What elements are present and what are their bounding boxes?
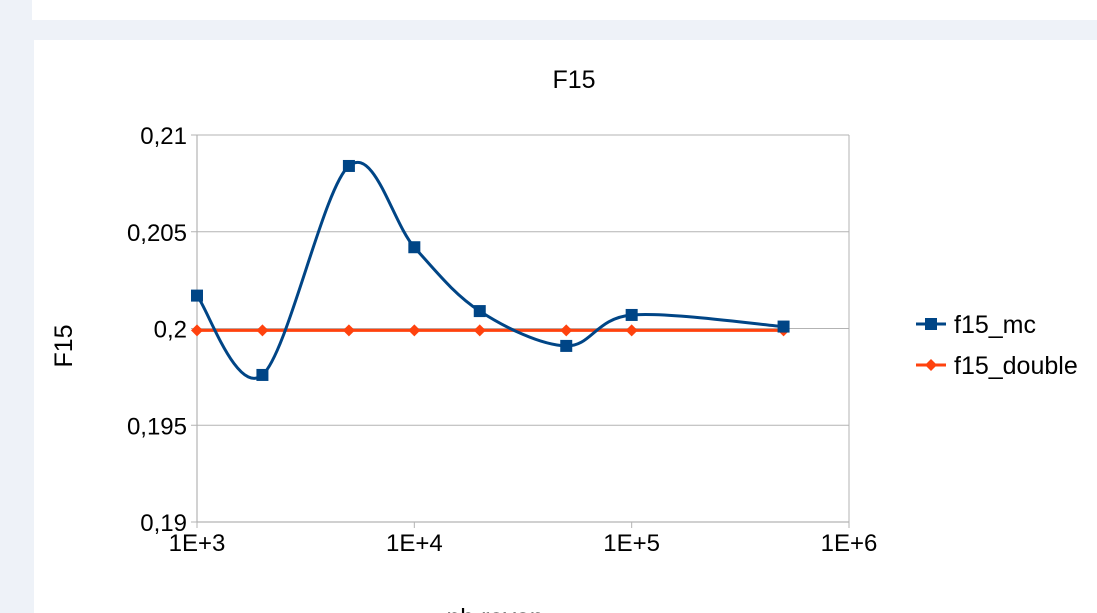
- legend-marker-f15_double: [925, 359, 937, 371]
- data-point-f15_mc: [342, 159, 355, 172]
- y-tick-label: 0,205: [127, 220, 187, 247]
- y-axis-title: F15: [50, 324, 78, 367]
- series-layer: [191, 159, 790, 381]
- data-point-f15_mc: [625, 308, 638, 321]
- y-tick-label: 0,195: [127, 413, 187, 440]
- f15-chart: F15 F15 nb rayon 0,19 0,195 0,2 0,205 0,21 1E…: [50, 66, 1078, 613]
- legend-label-f15_mc: f15_mc: [954, 311, 1036, 339]
- x-tick-label: 1E+3: [169, 530, 226, 557]
- data-point-f15_double: [256, 324, 269, 337]
- data-point-f15_mc: [191, 289, 203, 302]
- data-point-f15_double: [625, 324, 638, 337]
- data-point-f15_double: [473, 324, 486, 337]
- data-point-f15_double: [560, 324, 573, 337]
- data-point-f15_mc: [777, 320, 790, 333]
- data-point-f15_mc: [408, 241, 421, 254]
- data-point-f15_mc: [473, 305, 486, 318]
- legend-label-f15_double: f15_double: [954, 352, 1078, 380]
- chart-title: F15: [552, 66, 595, 94]
- x-tick-label: 1E+6: [821, 530, 878, 557]
- top-panel: [32, 0, 1097, 20]
- data-point-f15_double: [342, 324, 355, 337]
- data-point-f15_mc: [560, 339, 573, 352]
- y-tick-label: 0,19: [140, 510, 187, 537]
- x-tick-label: 1E+4: [386, 530, 443, 557]
- legend: f15_mc f15_double: [916, 311, 1078, 380]
- y-tick-label: 0,21: [140, 123, 187, 150]
- chart-panel: F15 F15 nb rayon 0,19 0,195 0,2 0,205 0,21 1E…: [34, 40, 1097, 613]
- x-tick-label: 1E+5: [603, 530, 660, 557]
- data-point-f15_double: [191, 324, 203, 337]
- axis-layer: 0,19 0,195 0,2 0,205 0,21 1E+3 1E+4 1E+5 1E+6: [127, 123, 877, 557]
- grid-layer: [197, 134, 850, 523]
- series-line-f15_mc: [195, 161, 784, 380]
- data-point-f15_double: [408, 324, 421, 337]
- legend-marker-f15_mc: [925, 318, 937, 330]
- x-axis-title: nb rayon: [446, 604, 543, 613]
- y-tick-label: 0,2: [154, 317, 187, 344]
- data-point-f15_mc: [256, 368, 269, 381]
